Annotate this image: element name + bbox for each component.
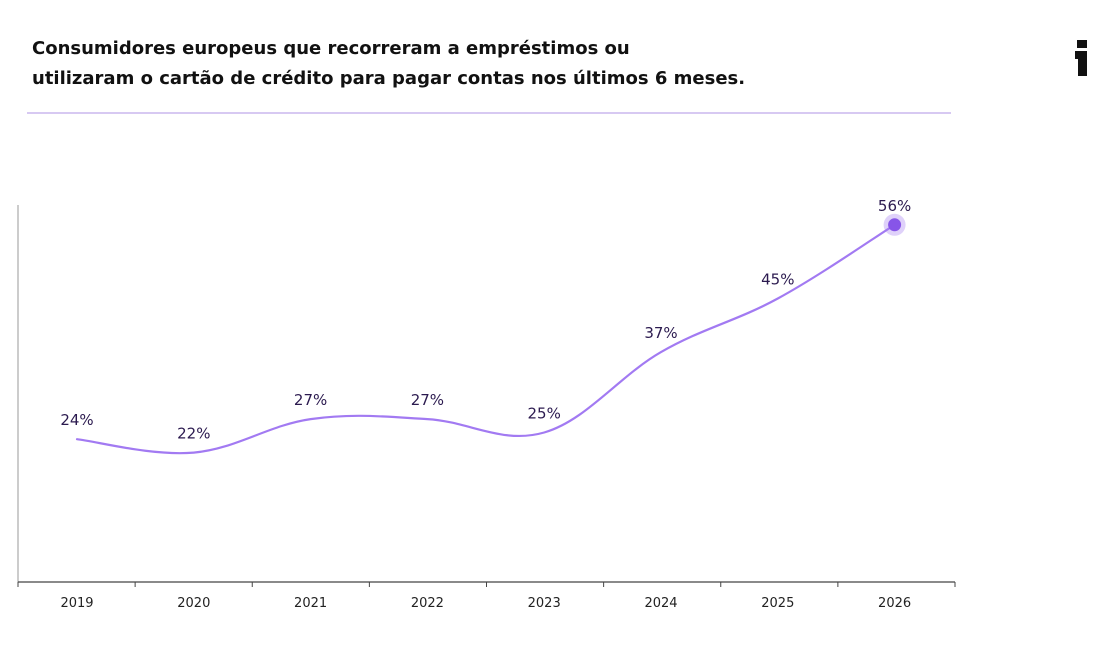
x-tick-label-2024: 2024 xyxy=(644,596,677,611)
x-tick-label-2021: 2021 xyxy=(294,596,327,611)
line-chart: 24% 22% 27% 27% 25% 37% 45% 56% 2019 2020 2021 2022… xyxy=(17,197,956,611)
data-label-2026: 56% xyxy=(878,197,911,215)
chart-title: Consumidores europeus que recorreram a e… xyxy=(32,34,932,94)
chart-title-line-1: Consumidores europeus que recorreram a e… xyxy=(32,38,630,59)
brand-logo-icon xyxy=(1075,40,1087,76)
data-label-2025: 45% xyxy=(761,271,794,289)
x-tick-label-2026: 2026 xyxy=(878,596,911,611)
x-tick-label-2020: 2020 xyxy=(177,596,210,611)
x-tick-label-2022: 2022 xyxy=(411,596,444,611)
x-tick-label-2019: 2019 xyxy=(60,596,93,611)
data-label-2020: 22% xyxy=(177,425,210,443)
data-label-2023: 25% xyxy=(528,405,561,423)
last-point-marker xyxy=(888,218,902,232)
title-divider xyxy=(27,112,951,114)
data-label-2022: 27% xyxy=(411,391,444,409)
x-tick-label-2023: 2023 xyxy=(528,596,561,611)
data-label-2024: 37% xyxy=(644,324,677,342)
series-line xyxy=(75,223,896,455)
x-tick-label-2025: 2025 xyxy=(761,596,794,611)
data-label-2021: 27% xyxy=(294,391,327,409)
data-label-2019: 24% xyxy=(60,411,93,429)
chart-title-line-2: utilizaram o cartão de crédito para paga… xyxy=(32,68,746,89)
